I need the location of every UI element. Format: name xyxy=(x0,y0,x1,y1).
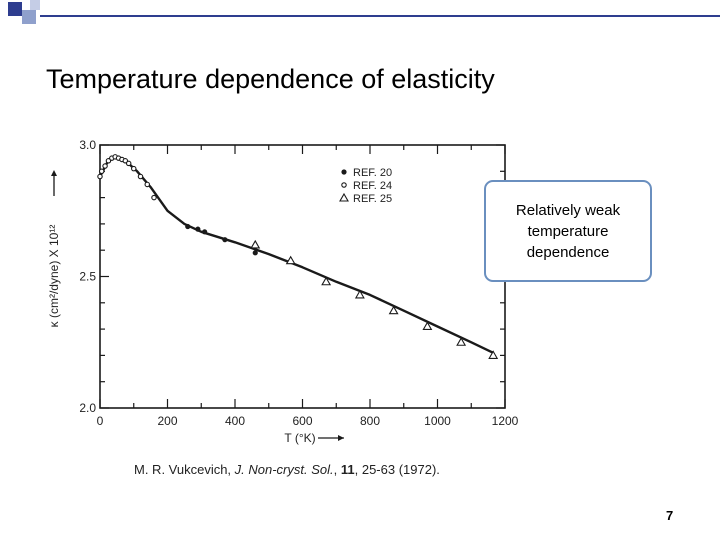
data-point-series-2 xyxy=(144,181,151,188)
data-point-series-2 xyxy=(98,168,105,175)
data-point-series-2 xyxy=(102,163,108,169)
legend-label-2: REF. 24 xyxy=(353,180,392,192)
data-point-series-2 xyxy=(151,194,157,201)
data-point-series-1 xyxy=(222,237,228,243)
y-axis-label: κ (cm²/dyne) X 10¹² xyxy=(47,225,61,328)
fit-curve xyxy=(98,155,494,354)
data-point-series-3 xyxy=(422,321,433,331)
x-tick-label: 800 xyxy=(360,414,380,428)
slide-title: Temperature dependence of elasticity xyxy=(46,64,495,94)
axis-arrows xyxy=(51,170,344,441)
y-tick-label: 2.0 xyxy=(79,401,96,415)
x-tick-label: 1200 xyxy=(492,414,519,428)
data-point-series-3 xyxy=(456,337,467,346)
x-axis-arrow-head xyxy=(338,435,344,441)
data-point-series-3 xyxy=(285,255,296,265)
callout-box: Relatively weak temperature dependence xyxy=(484,180,652,282)
citation-pages: , 25-63 (1972). xyxy=(354,462,440,477)
x-tick-label: 0 xyxy=(97,414,104,428)
legend-marker-1 xyxy=(341,169,347,175)
header-square-pale xyxy=(30,0,40,10)
y-tick-label: 2.5 xyxy=(79,270,96,284)
x-tick-label: 400 xyxy=(225,414,245,428)
page-number: 7 xyxy=(666,508,674,523)
x-tick-label: 600 xyxy=(292,414,312,428)
header-decoration xyxy=(8,0,720,24)
y-axis-arrow-head xyxy=(51,170,57,176)
plot-frame xyxy=(99,144,506,409)
data-point-series-2 xyxy=(131,165,137,172)
legend-label-3: REF. 25 xyxy=(353,193,392,205)
header-square-light xyxy=(22,10,36,24)
data-points xyxy=(97,154,499,359)
data-point-series-1 xyxy=(195,226,201,232)
data-point-series-2 xyxy=(125,160,132,167)
y-tick-label: 3.0 xyxy=(79,138,96,152)
callout-text: Relatively weak temperature dependence xyxy=(515,201,621,261)
x-tick-label: 200 xyxy=(157,414,177,428)
y-tick-labels: 2.0 2.5 3.0 xyxy=(79,138,96,415)
citation: M. R. Vukcevich, J. Non-cryst. Sol., 11,… xyxy=(134,462,440,477)
data-point-series-3 xyxy=(388,305,399,315)
data-point-series-1 xyxy=(185,223,191,230)
citation-authors: M. R. Vukcevich, xyxy=(134,462,235,477)
plot-border xyxy=(99,144,506,409)
axis-ticks xyxy=(99,144,506,409)
data-point-series-1 xyxy=(252,250,258,256)
data-point-series-1 xyxy=(202,229,208,235)
header-square-dark xyxy=(8,2,22,16)
data-point-series-3 xyxy=(321,276,332,286)
data-point-series-3 xyxy=(488,350,499,359)
fit-curve-line xyxy=(98,155,494,354)
data-point-series-3 xyxy=(354,289,365,299)
legend-marker-3 xyxy=(339,192,349,202)
data-point-series-2 xyxy=(137,173,144,180)
x-tick-label: 1000 xyxy=(424,414,451,428)
x-axis-label: T (°K) xyxy=(284,431,315,445)
citation-sep: , xyxy=(333,462,341,477)
legend-marker-2 xyxy=(341,182,347,188)
data-point-series-3 xyxy=(250,239,261,249)
citation-volume: 11 xyxy=(340,462,355,477)
legend-label-1: REF. 20 xyxy=(353,167,392,179)
data-point-series-2 xyxy=(97,173,103,180)
x-tick-labels: 0 200 400 600 800 1000 1200 xyxy=(97,414,519,428)
citation-journal: J. Non-cryst. Sol. xyxy=(234,462,334,477)
